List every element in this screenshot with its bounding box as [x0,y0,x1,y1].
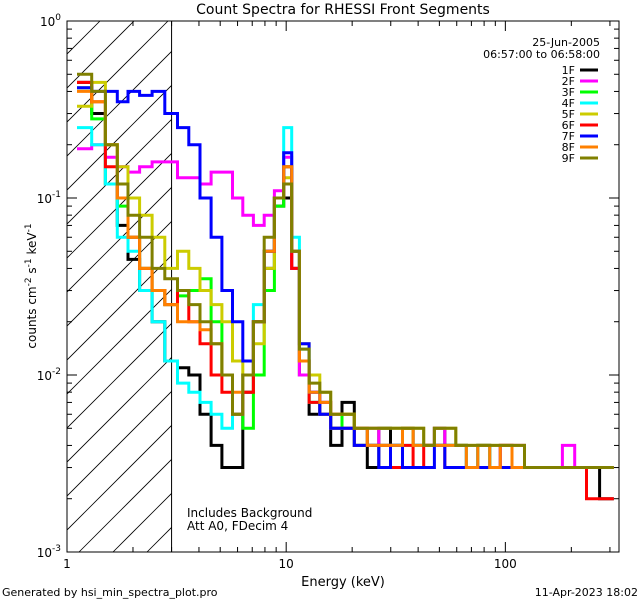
series-7f [77,86,614,469]
legend-label-3f: 3F [562,86,575,99]
y-tick-label: 10-2 [37,367,61,383]
x-tick-label: 1 [63,557,71,571]
y-axis-label: counts cm-2 s-1 keV-1 [24,223,39,348]
series-8f [77,89,614,469]
hatch-line [249,21,640,552]
legend-label-9f: 9F [562,152,575,165]
hatch-line [67,118,172,225]
legend-label-8f: 8F [562,141,575,154]
hatch-line [78,458,172,552]
hatch-line [67,288,172,395]
note-attenuator: Att A0, FDecim 4 [187,519,288,533]
x-axis-label: Energy (keV) [301,575,385,590]
x-tick-label: 10 [279,557,294,571]
hatch-line [67,220,172,327]
series-9f [77,72,614,469]
y-tick-label: 100 [40,13,61,29]
hatch-line [67,84,172,191]
y-tick-label: 10-1 [37,190,61,206]
hatch-line [67,50,172,157]
hatch-line [67,21,169,123]
hatch-line [67,21,101,55]
time-range-label: 06:57:00 to 06:58:00 [483,48,600,61]
series-5f [77,80,614,469]
legend-label-2f: 2F [562,75,575,88]
hatch-line [67,390,172,497]
x-tick-label: 100 [494,557,517,571]
legend-label-1f: 1F [562,64,575,77]
date-label: 25-Jun-2005 [532,36,600,49]
hatch-line [67,322,172,429]
hatch-line [67,186,172,293]
legend-label-7f: 7F [562,130,575,143]
chart-title: Count Spectra for RHESSI Front Segments [196,2,490,18]
note-background: Includes Background [187,506,312,520]
legend-label-4f: 4F [562,97,575,110]
footer-timestamp: 11-Apr-2023 18:02 [534,586,638,599]
hatch-line [67,356,172,463]
series-4f [77,126,614,469]
y-tick-label: 10-3 [37,544,61,560]
legend-label-6f: 6F [562,119,575,132]
series-3f [77,86,614,469]
legend-label-5f: 5F [562,108,575,121]
series-2f [77,143,614,469]
footer-generator: Generated by hsi_min_spectra_plot.pro [2,586,218,599]
plot-frame [66,20,620,553]
hatch-line [67,254,172,361]
hatch-line [67,424,172,531]
hatch-line [215,21,640,552]
